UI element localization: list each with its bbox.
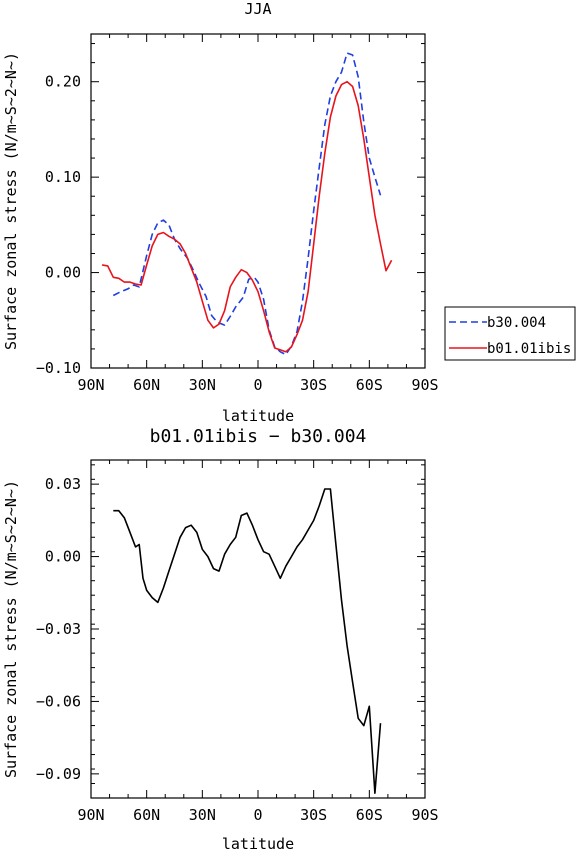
bottom-x-tick-label: 0 bbox=[253, 806, 262, 824]
top-y-tick-label: 0.00 bbox=[45, 264, 81, 282]
bottom-y-tick-label: 0.03 bbox=[45, 475, 81, 493]
legend: b30.004 b01.01ibis bbox=[444, 306, 576, 361]
top-x-tick-label: 0 bbox=[253, 376, 262, 394]
legend-box bbox=[444, 306, 576, 361]
top-y-tick-label: 0.20 bbox=[45, 73, 81, 91]
legend-item-b01-01ibis: b01.01ibis bbox=[449, 341, 571, 357]
bottom-x-tick-label: 30S bbox=[300, 806, 327, 824]
bottom-plot-frame bbox=[90, 459, 426, 799]
top-x-tick-label: 60S bbox=[356, 376, 383, 394]
top-plot-frame bbox=[90, 33, 426, 369]
bottom-x-axis-label: latitude bbox=[222, 835, 294, 851]
top-y-tick-label: −0.10 bbox=[36, 359, 81, 377]
bottom-x-tick-label: 60N bbox=[133, 806, 160, 824]
bottom-x-tick-label: 90N bbox=[77, 806, 104, 824]
top-x-axis-label: latitude bbox=[222, 407, 294, 425]
top-x-tick-label: 90S bbox=[411, 376, 438, 394]
top-y-tick-label: 0.10 bbox=[45, 168, 81, 186]
bottom-x-tick-label: 90S bbox=[411, 806, 438, 824]
bottom-chart-panel: b01.01ibis − b30.004 90N 60N 30N 0 30S 60S 90S… bbox=[2, 426, 439, 851]
legend-item-b30-004: b30.004 bbox=[449, 315, 546, 331]
top-chart-title: JJA bbox=[244, 0, 271, 18]
top-x-tick-label: 30N bbox=[189, 376, 216, 394]
bottom-series-line-diff-0 bbox=[113, 488, 382, 795]
top-x-tick-label: 90N bbox=[77, 376, 104, 394]
top-chart-panel: JJA 90N 60N 30N 0 30S 60S 90S −0.10 0.00 0.10 0.20… bbox=[2, 0, 439, 425]
bottom-y-tick-label: 0.00 bbox=[45, 548, 81, 566]
legend-label-b01-01ibis: b01.01ibis bbox=[487, 341, 571, 357]
top-x-tick-label: 30S bbox=[300, 376, 327, 394]
top-series-line-b30-004 bbox=[112, 52, 382, 356]
top-x-tick-label: 60N bbox=[133, 376, 160, 394]
bottom-x-tick-label: 30N bbox=[189, 806, 216, 824]
bottom-y-axis-label: Surface zonal stress (N/m~S~2~N~) bbox=[2, 480, 20, 778]
bottom-y-tick-label: −0.09 bbox=[36, 765, 81, 783]
top-series-line-b01-01ibis bbox=[101, 80, 393, 353]
bottom-y-tick-label: −0.03 bbox=[36, 620, 81, 638]
bottom-chart-title: b01.01ibis − b30.004 bbox=[150, 426, 367, 447]
bottom-y-tick-label: −0.06 bbox=[36, 692, 81, 710]
top-y-axis-label: Surface zonal stress (N/m~S~2~N~) bbox=[2, 52, 20, 350]
legend-label-b30-004: b30.004 bbox=[487, 315, 546, 331]
bottom-x-tick-label: 60S bbox=[356, 806, 383, 824]
